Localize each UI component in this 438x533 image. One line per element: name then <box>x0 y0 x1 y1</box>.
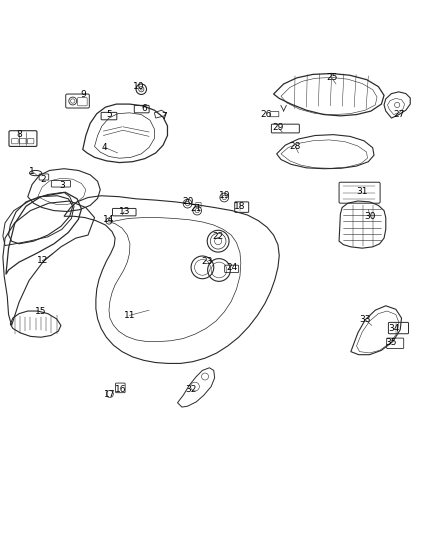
Text: 34: 34 <box>388 324 399 333</box>
Text: 35: 35 <box>386 338 397 348</box>
Text: 11: 11 <box>124 311 135 320</box>
Text: 18: 18 <box>234 202 246 211</box>
Text: 13: 13 <box>119 207 130 216</box>
Text: 31: 31 <box>357 187 368 196</box>
Text: 15: 15 <box>35 307 46 316</box>
Text: 1: 1 <box>29 167 35 176</box>
Text: 30: 30 <box>365 212 376 221</box>
Text: 28: 28 <box>290 142 301 151</box>
Text: 21: 21 <box>191 204 202 213</box>
Text: 4: 4 <box>102 143 107 152</box>
Text: 6: 6 <box>141 104 147 113</box>
Text: 17: 17 <box>104 390 116 399</box>
Text: 9: 9 <box>80 91 86 100</box>
Text: 23: 23 <box>201 257 212 266</box>
Text: 27: 27 <box>393 110 405 119</box>
Text: 16: 16 <box>115 385 127 394</box>
Text: 12: 12 <box>36 256 48 265</box>
Text: 14: 14 <box>103 215 115 224</box>
Text: 33: 33 <box>360 315 371 324</box>
Text: 5: 5 <box>106 110 112 119</box>
Text: 2: 2 <box>41 175 46 184</box>
Text: 24: 24 <box>226 263 238 272</box>
Text: 3: 3 <box>59 181 65 190</box>
Text: 22: 22 <box>212 232 224 241</box>
Text: 8: 8 <box>16 130 22 139</box>
Text: 32: 32 <box>185 385 196 394</box>
Text: 26: 26 <box>260 110 272 119</box>
Text: 10: 10 <box>132 82 144 91</box>
Text: 25: 25 <box>326 74 337 83</box>
Text: 29: 29 <box>272 123 284 132</box>
Text: 7: 7 <box>162 112 167 121</box>
Text: 19: 19 <box>219 191 230 200</box>
Text: 20: 20 <box>182 197 193 206</box>
